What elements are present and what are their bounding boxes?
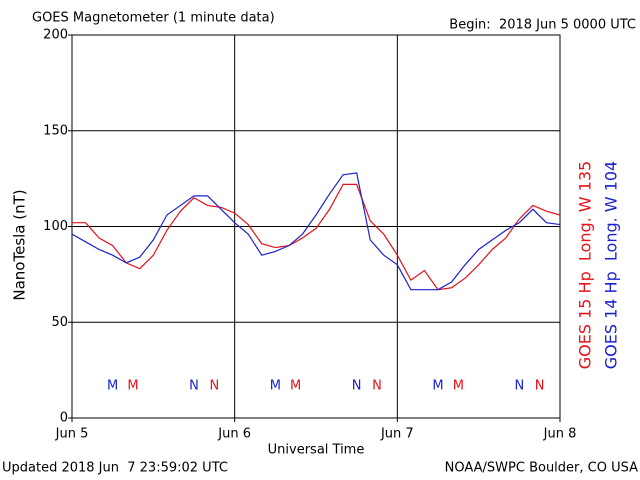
- chart-title: GOES Magnetometer (1 minute data): [32, 11, 275, 26]
- annotation: M: [290, 379, 301, 394]
- footer-right: NOAA/SWPC Boulder, CO USA: [445, 461, 638, 476]
- x-tick-label: Jun 5: [55, 427, 89, 442]
- legend-label: GOES 14 Hp Long. W 104: [602, 161, 621, 369]
- series-line: [71, 172, 561, 291]
- annotation: M: [127, 379, 138, 394]
- annotation: N: [535, 379, 545, 394]
- series-line: [72, 183, 561, 291]
- footer-left: Updated 2018 Jun 7 23:59:02 UTC: [2, 461, 228, 476]
- chart-subtitle: Begin: 2018 Jun 5 0000 UTC: [449, 18, 636, 33]
- annotation: N: [514, 379, 524, 394]
- annotation: M: [432, 379, 443, 394]
- x-tick-label: Jun 7: [380, 427, 414, 442]
- annotation: N: [209, 379, 219, 394]
- annotation: N: [372, 379, 382, 394]
- x-axis-label: Universal Time: [268, 443, 365, 458]
- annotation: M: [107, 379, 118, 394]
- y-tick-label: 150: [43, 123, 68, 138]
- annotation: N: [352, 379, 362, 394]
- y-tick-label: 200: [43, 28, 68, 43]
- x-tick-label: Jun 8: [543, 427, 577, 442]
- y-tick-label: 0: [60, 411, 68, 426]
- y-tick-label: 100: [43, 219, 68, 234]
- annotation: M: [453, 379, 464, 394]
- annotation: N: [189, 379, 199, 394]
- y-tick-label: 50: [51, 315, 68, 330]
- x-tick-label: Jun 6: [217, 427, 251, 442]
- y-axis-label: NanoTesla (nT): [11, 189, 29, 300]
- legend-label: GOES 15 Hp Long. W 135: [576, 161, 595, 369]
- annotation: M: [270, 379, 281, 394]
